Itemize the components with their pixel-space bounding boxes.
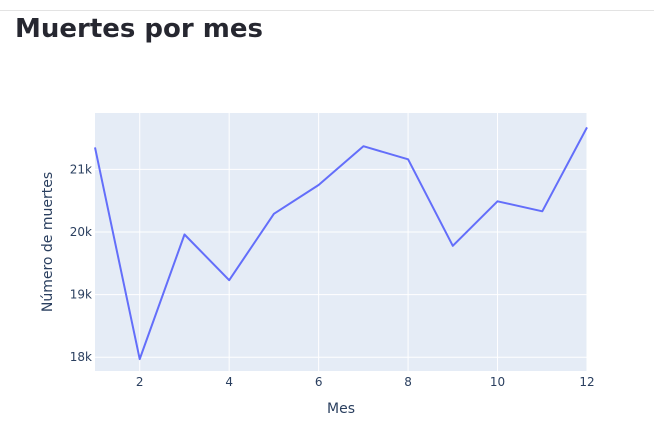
x-tick-label: 6 [315,375,323,389]
y-tick-label: 20k [70,225,92,239]
series-line [94,126,588,361]
plot-background [95,113,587,371]
y-tick-label: 19k [70,288,92,302]
top-divider [0,10,654,11]
y-axis-title: Número de muertes [40,172,56,312]
x-tick-label: 2 [136,375,144,389]
x-tick-label: 4 [225,375,233,389]
x-axis-title: Mes [327,401,355,417]
y-tick-label: 18k [70,350,92,364]
x-tick-label: 8 [404,375,412,389]
y-axis-ticks: 18k 19k 20k 21k [70,162,92,364]
y-tick-label: 21k [70,162,92,176]
page-title: Muertes por mes [15,14,263,44]
grid-lines [95,113,588,371]
x-tick-label: 10 [490,375,505,389]
x-axis-ticks: 2 4 6 8 10 12 [136,375,595,389]
x-tick-label: 12 [579,375,594,389]
series-layer [94,126,588,361]
